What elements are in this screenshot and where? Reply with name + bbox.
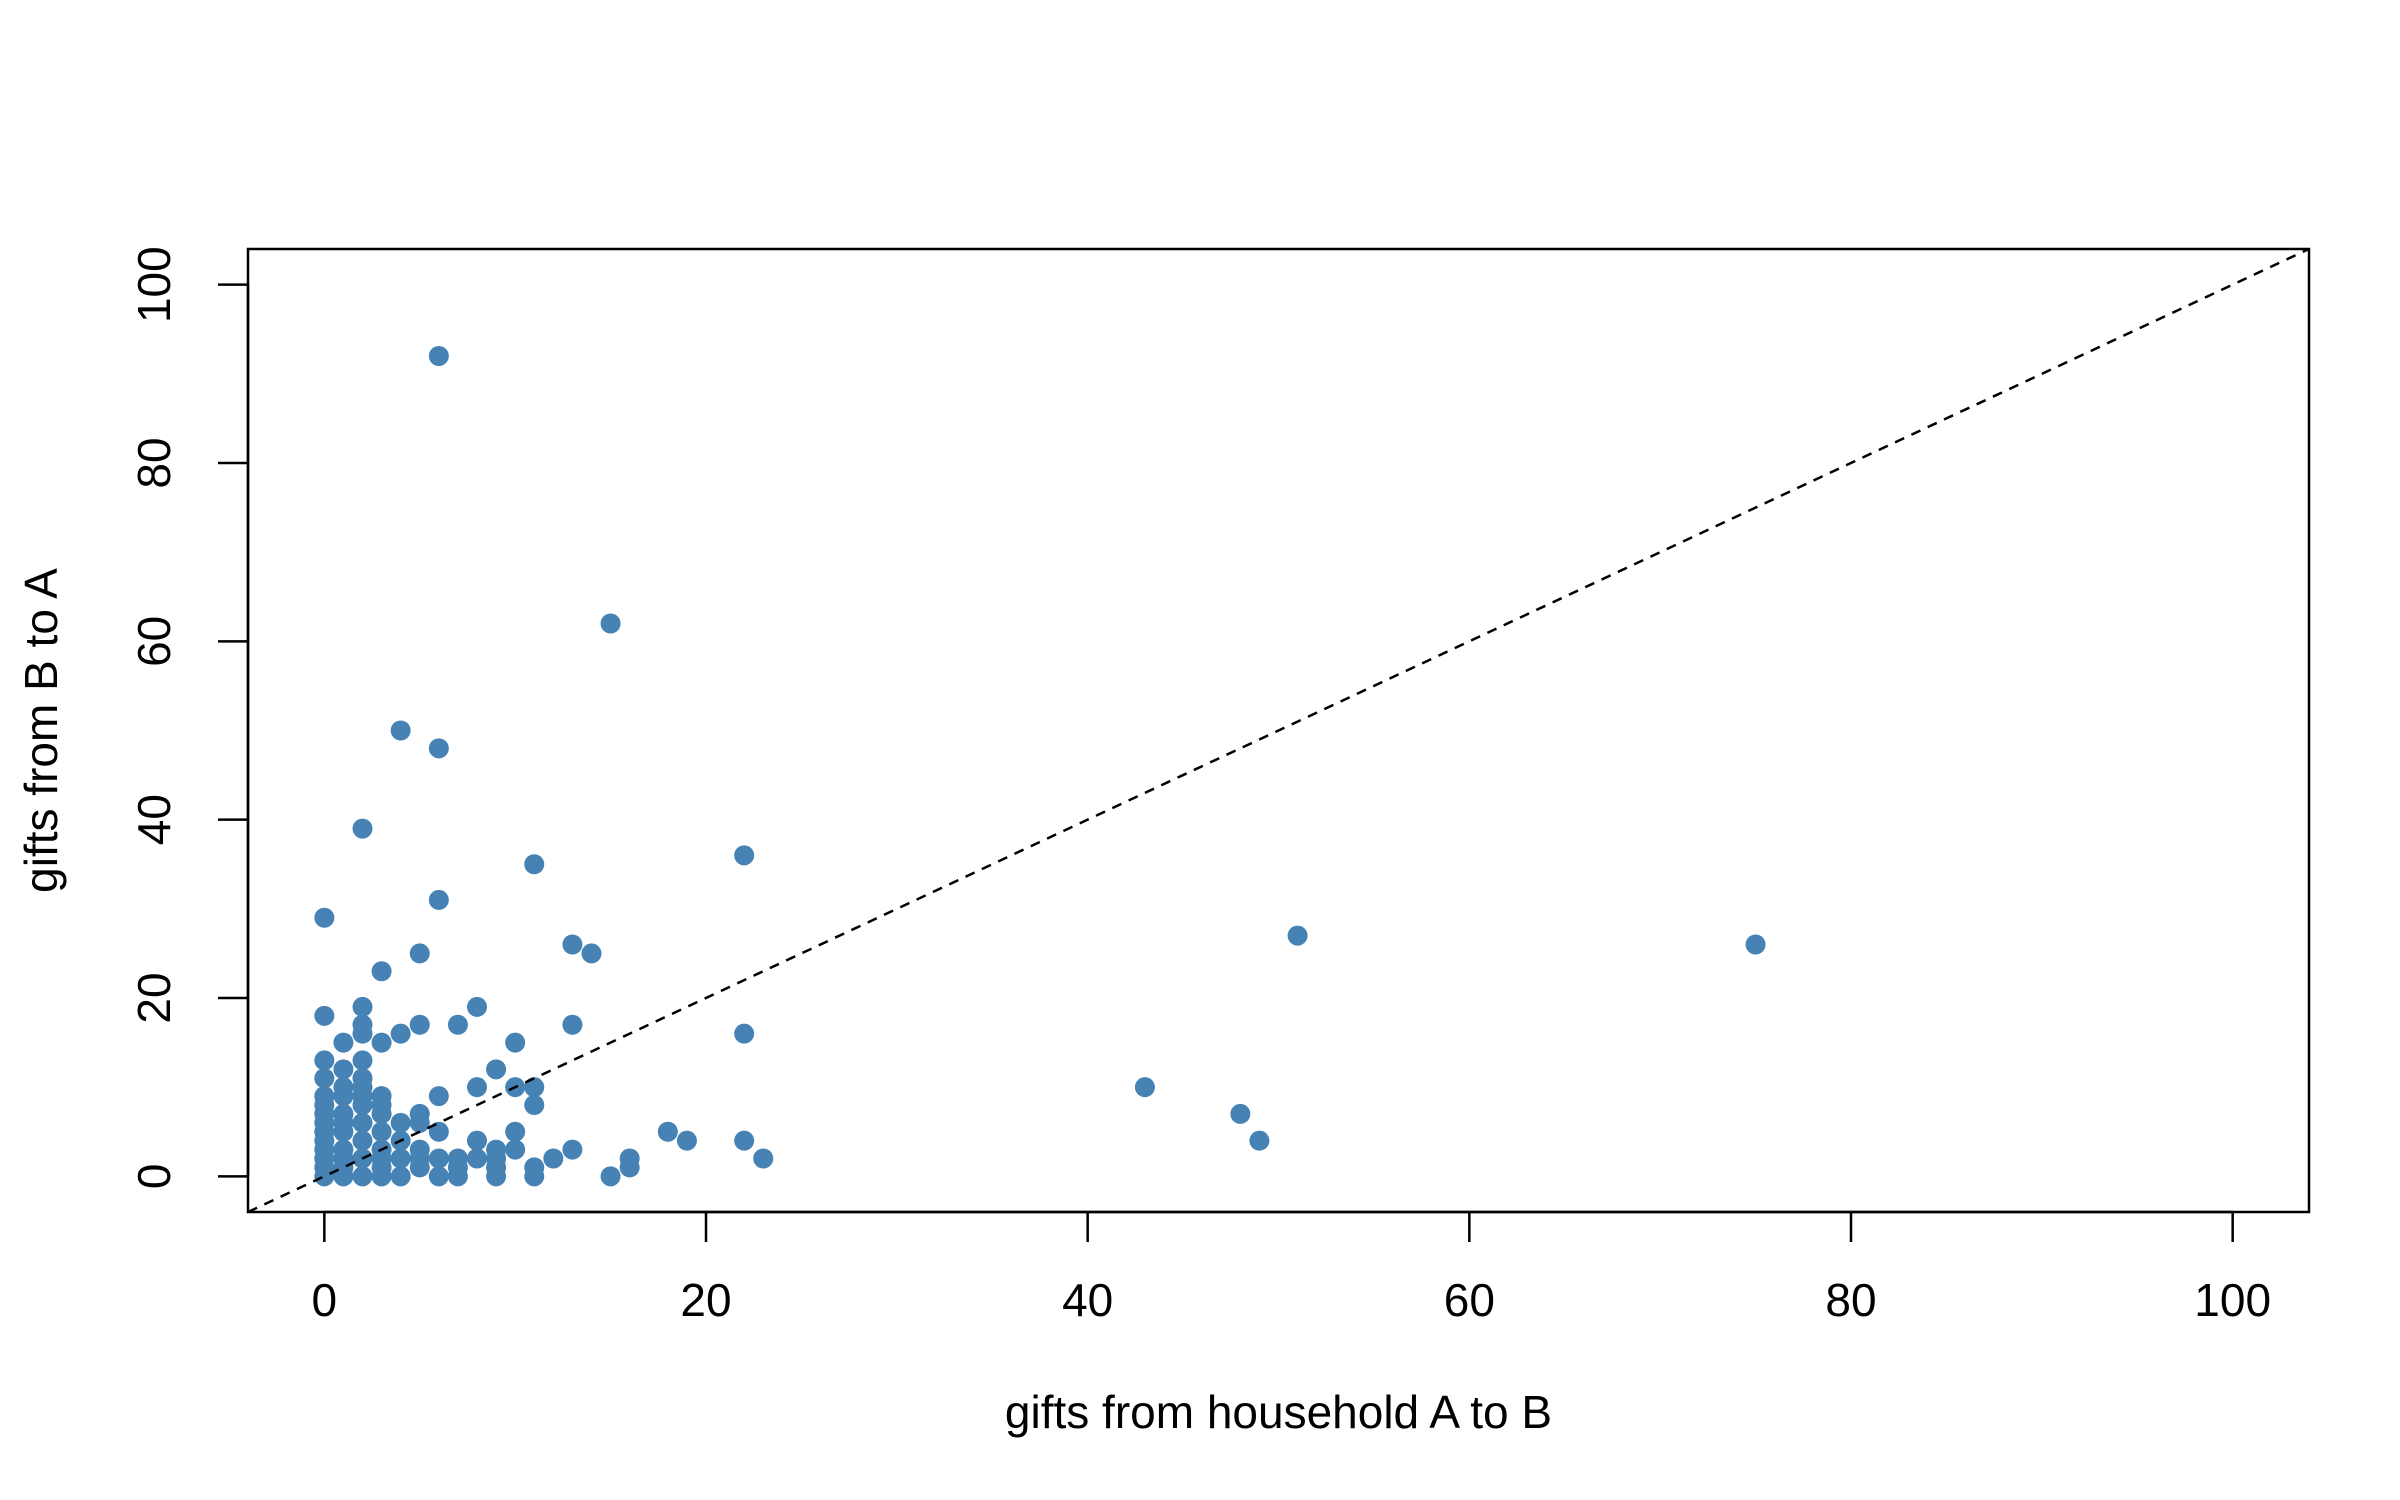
data-point — [352, 1050, 373, 1071]
y-tick-label: 60 — [128, 616, 180, 667]
data-point — [409, 943, 430, 964]
data-point — [543, 1148, 564, 1169]
data-point — [600, 1166, 621, 1187]
data-point — [562, 934, 583, 955]
data-point — [505, 1121, 526, 1142]
data-point — [352, 1023, 373, 1044]
x-axis-title: gifts from household A to B — [1005, 1386, 1552, 1438]
data-point — [505, 1139, 526, 1160]
data-point — [371, 1032, 392, 1053]
data-point — [352, 1112, 373, 1133]
data-point — [352, 996, 373, 1017]
data-point — [734, 1130, 755, 1151]
data-point — [562, 1139, 583, 1160]
data-point — [333, 1032, 354, 1053]
data-point — [371, 1166, 392, 1187]
y-tick-label: 0 — [128, 1164, 180, 1190]
y-axis-title: gifts from B to A — [15, 568, 67, 893]
data-point — [1287, 925, 1308, 946]
data-point — [371, 961, 392, 982]
data-point — [753, 1148, 774, 1169]
data-point — [428, 1148, 449, 1169]
data-point — [428, 1121, 449, 1142]
x-tick-label: 0 — [312, 1274, 338, 1326]
data-point — [447, 1014, 468, 1035]
y-tick-label: 80 — [128, 437, 180, 488]
data-point — [486, 1059, 507, 1080]
data-point — [390, 1112, 411, 1133]
x-tick-label: 40 — [1062, 1274, 1113, 1326]
data-point — [562, 1014, 583, 1035]
data-point — [447, 1166, 468, 1187]
data-point — [333, 1086, 354, 1107]
data-point — [409, 1157, 430, 1178]
data-point — [314, 907, 335, 928]
data-point — [657, 1121, 678, 1142]
data-point — [619, 1157, 640, 1178]
data-point — [428, 738, 449, 759]
data-point — [314, 1050, 335, 1071]
data-point — [467, 996, 487, 1017]
data-point — [524, 1095, 545, 1115]
data-point — [600, 613, 621, 634]
x-tick-label: 80 — [1825, 1274, 1876, 1326]
data-point — [467, 1148, 487, 1169]
data-point — [428, 346, 449, 366]
data-point — [1134, 1077, 1155, 1098]
data-point — [581, 943, 602, 964]
data-point — [524, 1077, 545, 1098]
data-point — [428, 1086, 449, 1107]
data-point — [371, 1121, 392, 1142]
data-point — [314, 1166, 335, 1187]
data-point — [409, 1112, 430, 1133]
data-point — [333, 1166, 354, 1187]
y-tick-label: 20 — [128, 972, 180, 1023]
data-point — [314, 1005, 335, 1026]
data-point — [390, 720, 411, 741]
data-point — [1745, 934, 1766, 955]
x-tick-label: 60 — [1444, 1274, 1495, 1326]
data-point — [352, 1130, 373, 1151]
data-point — [352, 1095, 373, 1115]
y-axis: 0 20 40 60 80 100 — [128, 246, 250, 1190]
data-point — [467, 1130, 487, 1151]
y-tick-label: 40 — [128, 794, 180, 845]
data-point — [352, 818, 373, 839]
data-point — [371, 1103, 392, 1124]
data-point — [409, 1014, 430, 1035]
data-point — [390, 1023, 411, 1044]
data-point — [333, 1121, 354, 1142]
data-point — [1249, 1130, 1270, 1151]
data-point — [467, 1077, 487, 1098]
data-point — [390, 1148, 411, 1169]
reference-line-y-equals-x — [247, 247, 2310, 1214]
data-point — [676, 1130, 697, 1151]
x-tick-label: 100 — [2194, 1274, 2271, 1326]
data-point — [505, 1032, 526, 1053]
data-point — [352, 1166, 373, 1187]
points-layer — [314, 346, 1766, 1187]
data-point — [428, 1166, 449, 1187]
data-point — [734, 1023, 755, 1044]
data-point — [428, 889, 449, 910]
data-point — [1230, 1103, 1251, 1124]
data-point — [333, 1059, 354, 1080]
data-point — [524, 1166, 545, 1187]
y-tick-label: 100 — [128, 246, 180, 323]
x-axis: 0 20 40 60 80 100 — [312, 1210, 2271, 1326]
data-point — [390, 1166, 411, 1187]
data-point — [314, 1068, 335, 1089]
data-point — [734, 845, 755, 866]
data-point — [486, 1166, 507, 1187]
x-tick-label: 20 — [680, 1274, 731, 1326]
data-point — [524, 854, 545, 875]
